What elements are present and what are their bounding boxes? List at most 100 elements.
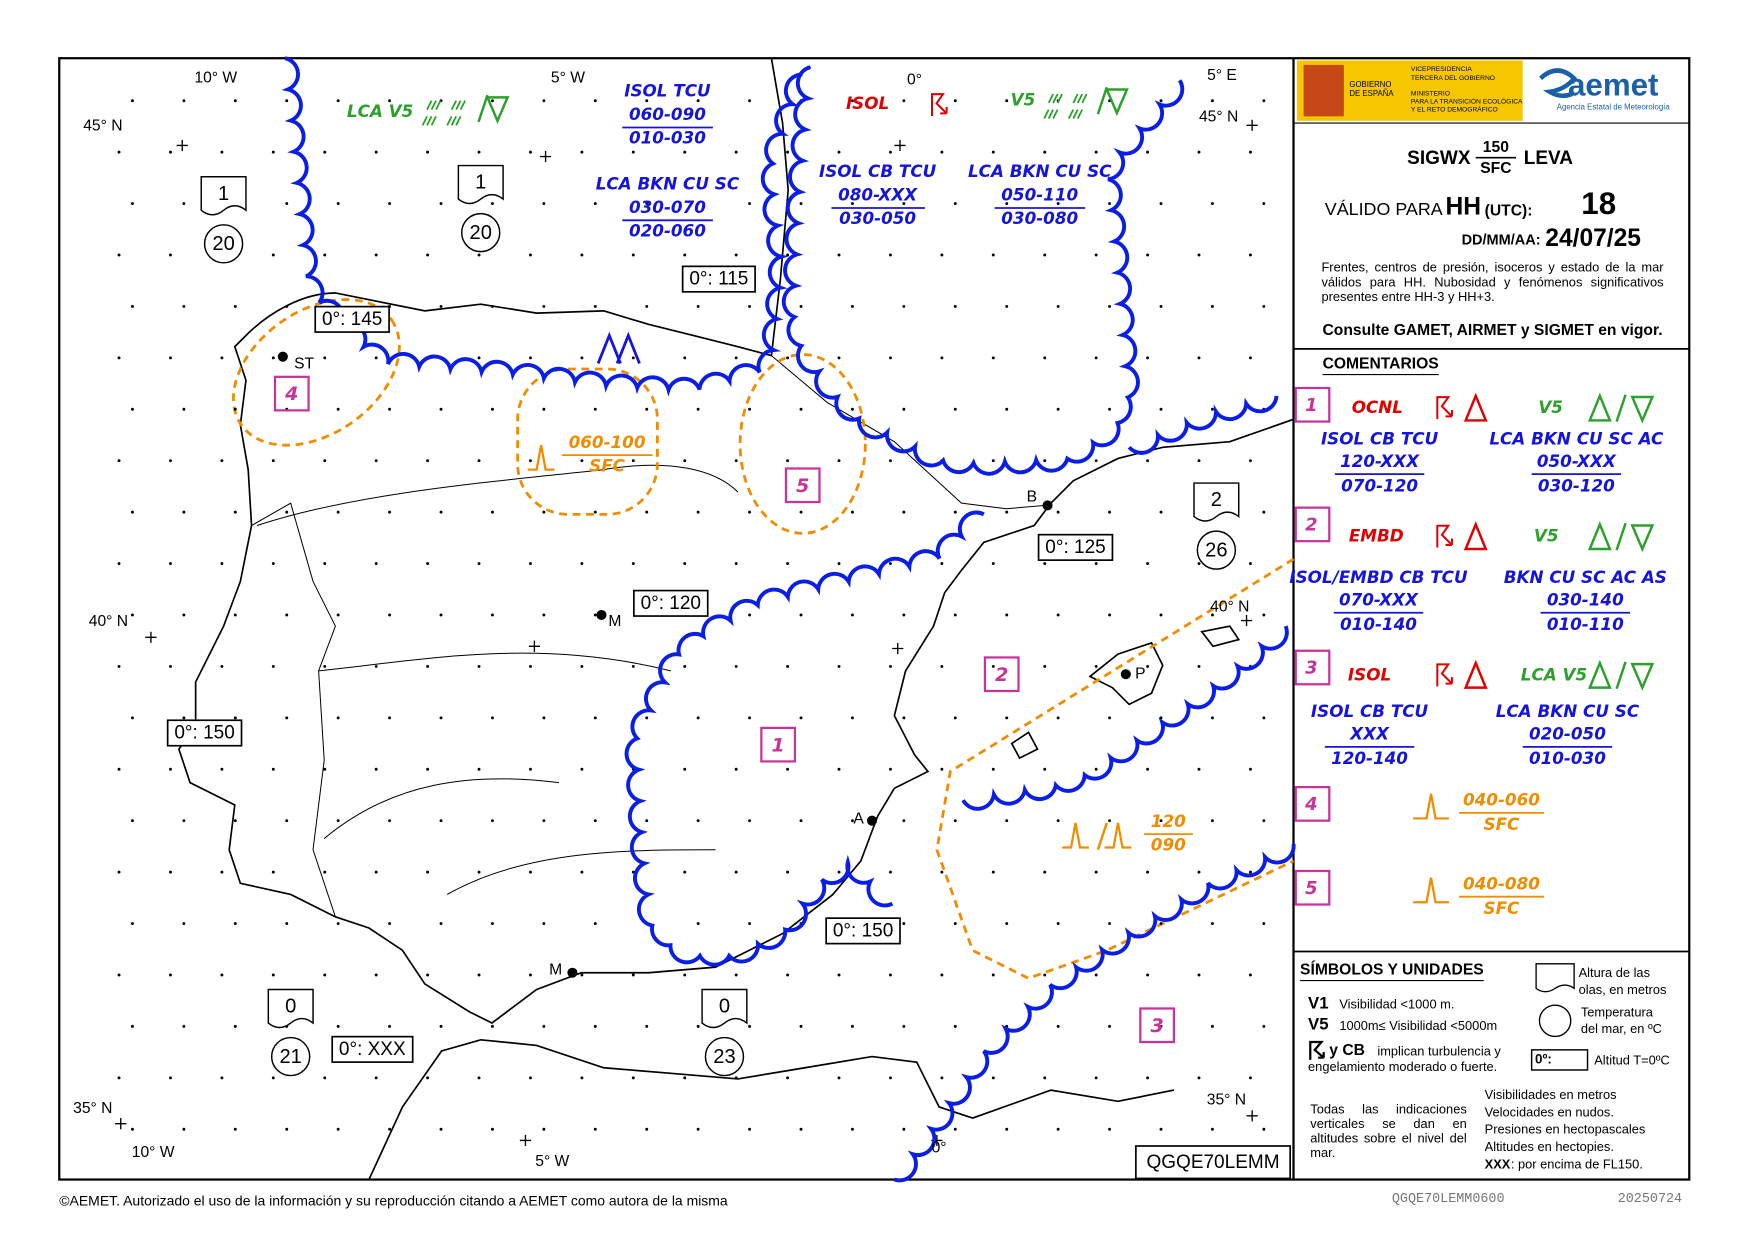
- mountain-wave-symbol: [527, 444, 555, 471]
- cloud-text: 120: [1151, 811, 1186, 831]
- comment-id: 4: [1304, 794, 1317, 815]
- grid-dot: [529, 459, 532, 463]
- cloud-text: LCA BKN CU SC: [596, 174, 740, 194]
- grid-dot: [271, 562, 275, 565]
- grid-dot: [336, 407, 340, 411]
- utc: (UTC):: [1485, 203, 1533, 220]
- grid-dot: [940, 253, 944, 257]
- sea-temperature: 21: [279, 1046, 301, 1068]
- grid-dot: [902, 922, 906, 925]
- grid-dot: [1043, 562, 1047, 565]
- wave-height: 0: [719, 996, 730, 1018]
- sea-temp-circle: [1196, 530, 1237, 570]
- mountain-wave: [596, 331, 641, 364]
- shower-hatch: [459, 100, 466, 111]
- city-label: P: [1135, 665, 1145, 682]
- grid-dot: [631, 356, 635, 360]
- grid-dot: [490, 202, 494, 206]
- sea-temp-circle: [270, 1036, 311, 1077]
- graticule-label: 35° N: [1207, 1091, 1246, 1108]
- comment-text: 030-140: [1547, 589, 1624, 609]
- grid-dot: [940, 664, 944, 668]
- grid-dot: [1262, 716, 1266, 720]
- grid-dot: [388, 407, 392, 411]
- valid-label: VÁLIDO PARA: [1325, 199, 1443, 219]
- grid-dot: [1159, 99, 1163, 103]
- grid-dot: [131, 716, 134, 720]
- graticule-label: 0°: [932, 1139, 947, 1156]
- city-label: M: [549, 962, 562, 979]
- agency-name: Agencia Estatal de Meteorología: [1557, 102, 1671, 111]
- grid-dot: [426, 767, 430, 771]
- grid-dot: [850, 613, 854, 617]
- legend-key: y CB: [1329, 1042, 1365, 1059]
- grid-dot: [1005, 613, 1009, 617]
- grid-dot: [477, 870, 481, 874]
- shower-hatch: [426, 100, 433, 111]
- grid-dot: [1248, 356, 1252, 360]
- issue-date: 20250724: [1618, 1192, 1682, 1207]
- grid-dot: [336, 819, 340, 823]
- grid-dot: [748, 819, 752, 823]
- grid-dot: [426, 1076, 430, 1080]
- slash: [1096, 86, 1108, 115]
- grid-dot: [888, 253, 892, 257]
- grid-dot: [388, 99, 392, 103]
- grid-dot: [1210, 407, 1214, 411]
- grid-dot: [220, 973, 224, 977]
- grid-dot: [182, 1024, 186, 1028]
- grid-dot: [336, 716, 340, 720]
- grid-dot: [953, 99, 957, 103]
- grid-dot: [580, 150, 584, 154]
- grid-dot: [1210, 1024, 1214, 1028]
- grid-dot: [285, 922, 289, 925]
- grid-dot: [426, 150, 430, 154]
- grid-dot: [169, 253, 172, 257]
- grid-dot: [131, 1127, 134, 1131]
- gov-text: Y EL RETO DEMOGRÁFICO: [1411, 104, 1498, 113]
- area-box: [983, 656, 1020, 693]
- grid-dot: [182, 407, 186, 411]
- grid-dot: [374, 973, 378, 977]
- lower-level: SFC: [1480, 160, 1511, 177]
- comment-id: 5: [1305, 878, 1317, 899]
- grid-dot: [902, 99, 906, 103]
- map: [177, 58, 1295, 1180]
- grid-dot: [696, 716, 700, 720]
- graticule-cross: [539, 151, 552, 163]
- city-label: ST: [294, 356, 314, 373]
- grid-dot: [734, 253, 738, 257]
- grid-dot: [953, 1127, 957, 1131]
- grid-dot: [169, 1076, 172, 1080]
- grid-dot: [220, 562, 224, 565]
- comment-text: 030-120: [1538, 475, 1615, 495]
- grid-dot: [1108, 202, 1112, 206]
- freezing-level: 0°: 120: [641, 593, 701, 614]
- region: LEVA: [1524, 148, 1574, 169]
- grid-dot: [490, 1024, 494, 1028]
- orange-areas: [232, 298, 1295, 980]
- grid-dot: [1262, 1127, 1266, 1131]
- shower-hatch: [430, 115, 437, 126]
- grid-dot: [902, 1127, 906, 1131]
- grid-dot: [323, 870, 327, 874]
- grid-dot: [580, 1076, 584, 1080]
- grid-dot: [645, 99, 649, 103]
- grid-dot: [1094, 973, 1098, 977]
- grid-dot: [850, 1127, 854, 1131]
- grid-dot: [529, 356, 532, 360]
- coat-of-arms: [1303, 64, 1344, 117]
- river: [256, 464, 739, 527]
- grid-dot: [490, 716, 494, 720]
- cloud-boundary: [281, 56, 803, 397]
- grid-dot: [580, 562, 584, 565]
- shower-hatch: [1056, 93, 1063, 104]
- grid-dot: [786, 150, 790, 154]
- grid-dot: [850, 1024, 854, 1028]
- cb-symbol: [1463, 392, 1488, 422]
- grid-dot: [940, 767, 944, 771]
- freezing-level-box: [1037, 533, 1114, 561]
- grid-dot: [748, 1127, 752, 1131]
- grid-dot: [271, 253, 275, 257]
- grid-dot: [439, 510, 443, 514]
